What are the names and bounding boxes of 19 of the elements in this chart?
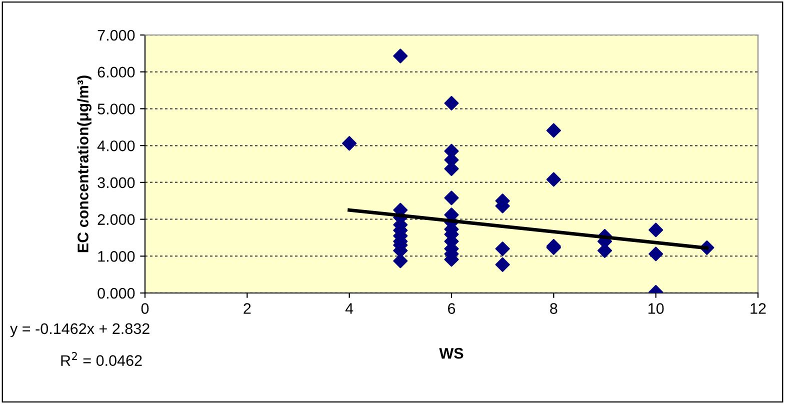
y-tick-label: 2.000 <box>98 214 135 225</box>
y-tick-label: 0.000 <box>98 288 135 299</box>
x-tick-label: 2 <box>244 303 251 314</box>
y-tick-label: 4.000 <box>97 140 135 152</box>
x-tick-label: 8 <box>550 303 558 314</box>
x-tick-label: 12 <box>750 303 766 314</box>
x-axis-title: WS <box>439 348 464 359</box>
x-tick-label: 4 <box>345 303 354 314</box>
x-tick-label: 10 <box>648 303 664 314</box>
text: y = -0.1462x + 2.832 <box>10 323 150 338</box>
x-tick-label: 6 <box>448 303 456 314</box>
y-tick-label: 3.000 <box>98 177 135 188</box>
text: R$^{2}$ = 0.0462 <box>61 352 142 366</box>
x-tick-label: 0 <box>141 303 149 314</box>
y-tick-label: 7.000 <box>98 30 135 41</box>
y-axis-title: EC concentration(μg/m³) <box>77 76 92 252</box>
y-tick-label: 5.000 <box>98 104 135 114</box>
y-tick-label: 6.000 <box>98 66 135 78</box>
y-tick-label: 1.000 <box>98 251 135 262</box>
